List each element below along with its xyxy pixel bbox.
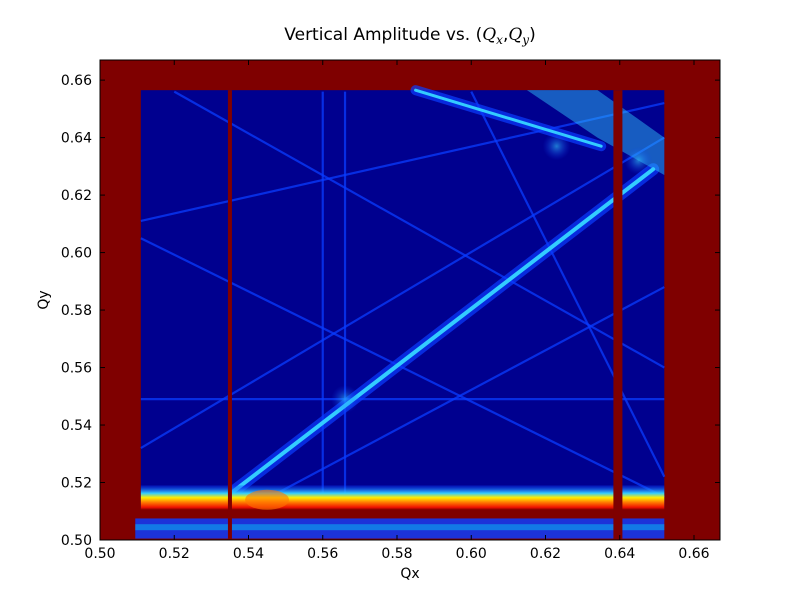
ridge-crossing-glow: [331, 385, 360, 414]
chart-title: Vertical Amplitude vs. (Qx,Qy): [284, 25, 535, 47]
unstable-column: [613, 90, 623, 540]
y-tick-label: 0.52: [61, 476, 92, 492]
heatmap-plot-area: [100, 60, 720, 540]
resonance-line: [247, 286, 665, 510]
ridge-crossing-glow: [624, 146, 653, 175]
upper-ridge-core: [414, 88, 603, 148]
y-tick-label: 0.54: [61, 418, 92, 434]
ridge-core: [231, 167, 656, 494]
y-tick-label: 0.64: [61, 131, 92, 147]
unstable-columns: [227, 90, 623, 540]
y-axis-label: Qy: [36, 290, 52, 309]
x-tick-label: 0.66: [678, 546, 709, 562]
x-tick-label: 0.62: [530, 546, 561, 562]
ridge-crossing-glow: [542, 132, 571, 161]
x-tick-label: 0.58: [381, 546, 412, 562]
y-tick-label: 0.56: [61, 361, 92, 377]
y-tick-label: 0.66: [61, 73, 92, 89]
resonance-ridges: [227, 85, 665, 498]
x-tick-label: 0.52: [159, 546, 190, 562]
resonance-line: [470, 91, 666, 478]
x-tick-label: 0.54: [233, 546, 264, 562]
noisy-strip: [135, 518, 665, 539]
y-tick-label: 0.62: [61, 188, 92, 204]
x-axis-label: Qx: [400, 566, 419, 582]
resonance-line: [173, 90, 665, 369]
low-qy-band-gradient: [140, 485, 665, 510]
x-tick-label: 0.56: [307, 546, 338, 562]
y-axis-ticks: 0.50 0.52 0.54 0.56 0.58 0.60 0.62 0.64 0.66: [61, 73, 720, 549]
unstable-column: [227, 90, 232, 540]
noisy-strip-highlight: [135, 524, 665, 531]
stable-region: [140, 90, 665, 509]
y-tick-label: 0.58: [61, 303, 92, 319]
y-tick-label: 0.60: [61, 246, 92, 262]
hot-plume: [245, 489, 290, 510]
x-tick-label: 0.50: [84, 546, 115, 562]
x-tick-label: 0.64: [604, 546, 635, 562]
x-axis-ticks: 0.50 0.52 0.54 0.56 0.58 0.60 0.62 0.64 0.66: [84, 60, 710, 562]
plot-frame: [99, 59, 721, 541]
y-tick-label: 0.50: [61, 533, 92, 549]
x-tick-label: 0.60: [456, 546, 487, 562]
